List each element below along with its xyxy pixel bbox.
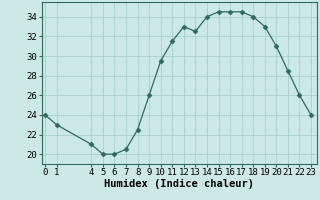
X-axis label: Humidex (Indice chaleur): Humidex (Indice chaleur) xyxy=(104,179,254,189)
